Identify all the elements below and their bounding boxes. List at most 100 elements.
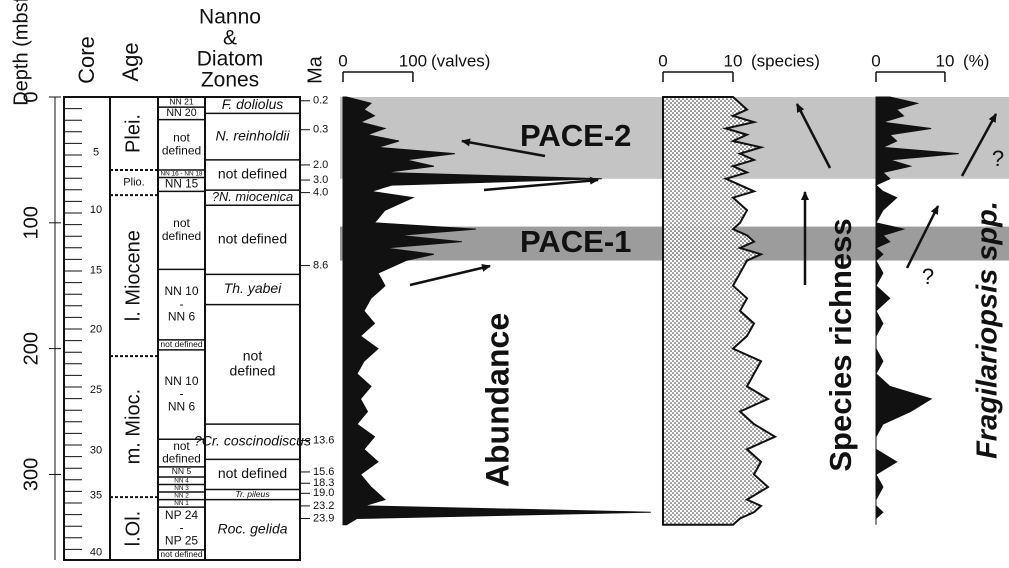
zone-label: -: [180, 297, 184, 311]
column: [157, 96, 206, 561]
zones-label: Zones: [201, 69, 259, 92]
ma-label: 15.6: [313, 466, 334, 478]
zone-label: NN 6: [168, 399, 196, 413]
zone-label: defined: [230, 362, 276, 378]
ma-label: 0.3: [313, 124, 328, 136]
core-number: 40: [90, 546, 102, 558]
age-label: Plei.: [122, 114, 144, 153]
ma-label: 4.0: [313, 187, 328, 199]
annotation: Abundance: [479, 313, 515, 487]
arrow: [483, 176, 599, 192]
zone-label: Roc. gelida: [217, 521, 287, 537]
x-tick-label: 0: [871, 51, 880, 70]
pace-label: PACE-2: [520, 118, 631, 153]
arrow: [905, 205, 940, 269]
core-number: 10: [90, 204, 102, 216]
age-label: m. Mioc.: [122, 389, 144, 465]
x-axis-label: (species): [751, 51, 820, 70]
ma-label: 8.6: [313, 259, 328, 271]
zones-label: Diatom: [197, 48, 264, 71]
zone-label: N. reinholdii: [216, 127, 291, 143]
ma-label: 0.2: [313, 95, 328, 107]
depth-tick-label: 300: [20, 458, 42, 491]
zone-label: -: [180, 521, 184, 535]
depth-tick-label: 0: [20, 91, 42, 102]
pace-label: PACE-1: [520, 224, 631, 259]
ma-label: 2.0: [313, 159, 328, 171]
x-tick-label: 10: [935, 51, 954, 70]
column: [109, 96, 159, 561]
zone-label: defined: [162, 229, 201, 243]
zone-label: not defined: [160, 549, 203, 559]
age-label: l. Miocene: [122, 230, 144, 321]
zone-label: not: [173, 131, 190, 145]
zone-label: NN 10: [164, 374, 198, 388]
zone-label: not: [173, 216, 190, 230]
zones-label: Nanno: [199, 6, 261, 29]
zone-label: not defined: [160, 339, 203, 349]
zone-label: not defined: [218, 231, 287, 247]
column: [204, 96, 301, 561]
age-label: Age: [118, 42, 143, 81]
zone-label: NN 2: [174, 493, 189, 500]
ma-label: 23.9: [313, 512, 334, 524]
zone-label: NN 10: [164, 284, 198, 298]
zone-label: NN 5: [172, 466, 192, 476]
arrow: [960, 113, 998, 177]
depth-label: Depth (mbsf): [10, 0, 32, 106]
arrow: [795, 103, 832, 169]
core-number: 25: [90, 384, 102, 396]
age-label: Plio.: [123, 176, 144, 188]
ma-label: 18.3: [313, 477, 334, 489]
zone-label: NP 25: [165, 533, 198, 547]
zone-label: ?N. miocenica: [212, 189, 293, 204]
ma-label: 13.6: [313, 434, 334, 446]
zone-label: NN 4: [174, 477, 189, 484]
x-tick-label: 0: [658, 51, 667, 70]
question-mark: ?: [992, 146, 1004, 171]
core-number: 15: [90, 265, 102, 277]
zone-label: NN 21: [169, 96, 193, 106]
ma-label: 23.2: [313, 500, 334, 512]
ma-label: Ma: [304, 55, 326, 84]
zone-label: NN 1: [174, 500, 189, 507]
ma-label: 3.0: [313, 174, 328, 186]
zone-label: NP 24: [165, 508, 198, 522]
x-axis-label: (%): [963, 51, 989, 70]
annotation: Species richness: [823, 218, 858, 471]
arrows: [409, 103, 998, 287]
core-label: Core: [74, 36, 99, 84]
zone-label: -: [180, 387, 184, 401]
zone-label: NN 16 - NN 18: [160, 170, 202, 177]
zone-label: defined: [162, 452, 201, 465]
annotation: Fragilariopsis spp.: [972, 201, 1004, 459]
zones-label: &: [223, 27, 237, 50]
depth-tick-label: 200: [20, 332, 42, 365]
core-number: 30: [90, 444, 102, 456]
zone-label: Tr. pileus: [235, 489, 270, 499]
depth-tick-label: 100: [20, 206, 42, 239]
x-axis-label: (valves): [431, 51, 491, 70]
core-number: 20: [90, 324, 102, 336]
x-tick-label: 10: [724, 51, 743, 70]
age-label: l.Ol.: [122, 511, 144, 547]
ma-label: 19.0: [313, 487, 334, 499]
core-number: 35: [90, 490, 102, 502]
zone-label: not defined: [218, 166, 287, 182]
core-number: 5: [93, 146, 99, 158]
area: [875, 96, 959, 525]
zone-label: not defined: [218, 465, 287, 481]
x-tick-label: 100: [399, 51, 427, 70]
zone-label: defined: [162, 143, 201, 157]
arrow: [409, 263, 491, 287]
x-tick-label: 0: [338, 51, 347, 70]
zone-label: Th. yabei: [224, 280, 282, 296]
zone-label: NN 15: [165, 178, 199, 191]
zone-label: NN 3: [174, 485, 189, 492]
question-mark: ?: [922, 264, 934, 289]
zone-label: NN 6: [168, 309, 196, 323]
zone-label: not: [243, 348, 263, 364]
